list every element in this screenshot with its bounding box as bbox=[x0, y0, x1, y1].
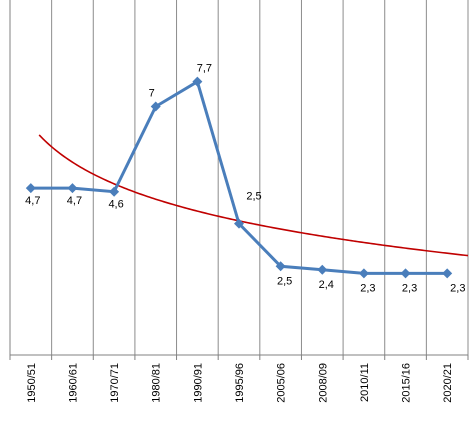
data-label: 2,3 bbox=[402, 282, 417, 294]
data-point-marker bbox=[400, 268, 411, 279]
data-label: 7 bbox=[149, 88, 155, 100]
x-tick-label: 2008/09 bbox=[317, 363, 329, 403]
x-tick-label: 2005/06 bbox=[276, 363, 288, 403]
data-point-marker bbox=[275, 261, 286, 272]
x-tick-label: 2020/21 bbox=[442, 363, 454, 403]
data-label: 7,7 bbox=[197, 63, 212, 75]
x-axis-tick-labels: 1950/51 1960/61 1970/71 1980/81 1990/91 1995/… bbox=[26, 363, 454, 403]
data-labels: 4,7 4,7 4,6 7 7,7 2,5 2,5 2,4 2,3 2,3 2,3 bbox=[25, 63, 465, 295]
trendline bbox=[38, 134, 469, 257]
data-label: 2,3 bbox=[360, 282, 375, 294]
series-markers bbox=[25, 76, 453, 279]
data-label: 2,3 bbox=[450, 282, 465, 294]
x-tick-label: 1995/96 bbox=[234, 363, 246, 403]
data-label: 4,7 bbox=[67, 195, 82, 207]
data-point-marker bbox=[317, 264, 328, 275]
vertical-gridlines bbox=[51, 0, 469, 355]
data-label: 4,7 bbox=[25, 195, 40, 207]
data-point-marker bbox=[358, 268, 369, 279]
data-label: 2,4 bbox=[319, 279, 334, 291]
data-point-marker bbox=[150, 101, 161, 112]
data-point-marker bbox=[67, 183, 78, 194]
x-axis-ticks bbox=[9, 355, 469, 360]
data-label: 4,6 bbox=[108, 199, 123, 211]
x-tick-label: 2015/16 bbox=[401, 363, 413, 403]
data-label: 2,5 bbox=[277, 275, 292, 287]
x-tick-label: 2010/11 bbox=[359, 363, 371, 402]
data-point-marker bbox=[192, 76, 203, 87]
x-tick-label: 1980/81 bbox=[151, 363, 163, 403]
data-point-marker bbox=[442, 268, 453, 279]
data-point-marker bbox=[234, 218, 244, 229]
data-label: 2,5 bbox=[246, 191, 261, 203]
x-tick-label: 1950/51 bbox=[26, 363, 38, 403]
x-tick-label: 1970/71 bbox=[109, 363, 121, 403]
data-point-marker bbox=[25, 183, 36, 194]
data-point-marker bbox=[109, 186, 120, 197]
x-tick-label: 1990/91 bbox=[192, 363, 204, 403]
x-tick-label: 1960/61 bbox=[67, 363, 79, 403]
